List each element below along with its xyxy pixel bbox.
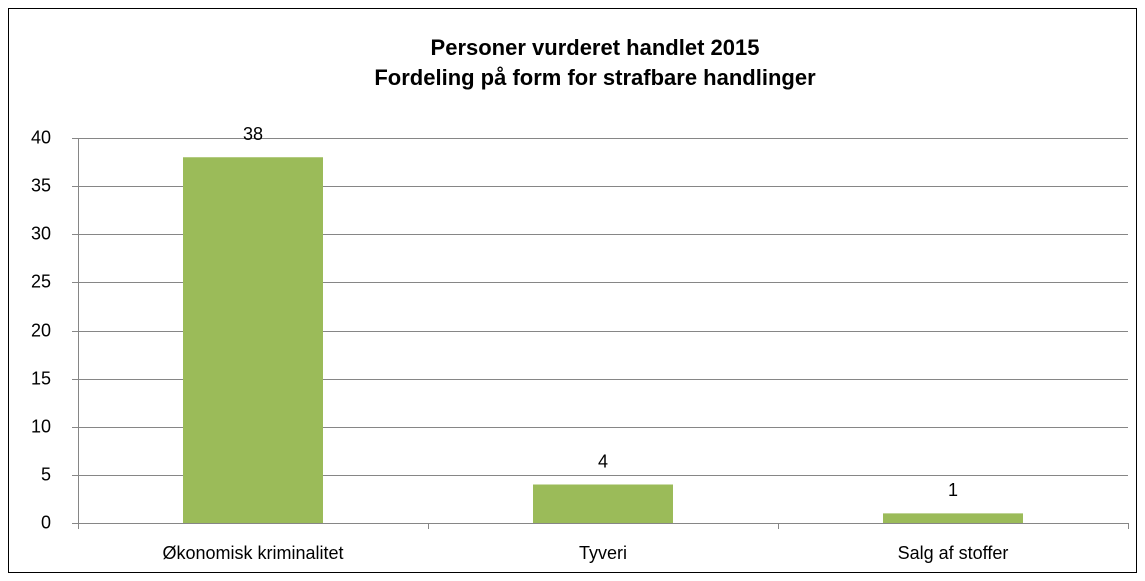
y-tick-label: 35 (31, 175, 51, 195)
data-label: 38 (243, 124, 263, 144)
data-label: 4 (598, 451, 608, 471)
chart-title: Fordeling på form for strafbare handling… (374, 65, 816, 90)
y-tick-label: 15 (31, 368, 51, 388)
chart-title: Personer vurderet handlet 2015 (431, 35, 760, 60)
y-tick-label: 20 (31, 320, 51, 340)
bar (883, 513, 1023, 523)
data-label: 1 (948, 480, 958, 500)
x-tick-label: Økonomisk kriminalitet (162, 543, 343, 563)
y-tick-label: 10 (31, 416, 51, 436)
x-tick-label: Tyveri (579, 543, 627, 563)
y-tick-label: 5 (41, 464, 51, 484)
x-tick-label: Salg af stoffer (898, 543, 1009, 563)
bar (533, 484, 673, 523)
y-tick-label: 25 (31, 271, 51, 291)
bar (183, 157, 323, 523)
y-tick-label: 40 (31, 127, 51, 147)
y-tick-label: 0 (41, 512, 51, 532)
y-tick-label: 30 (31, 223, 51, 243)
